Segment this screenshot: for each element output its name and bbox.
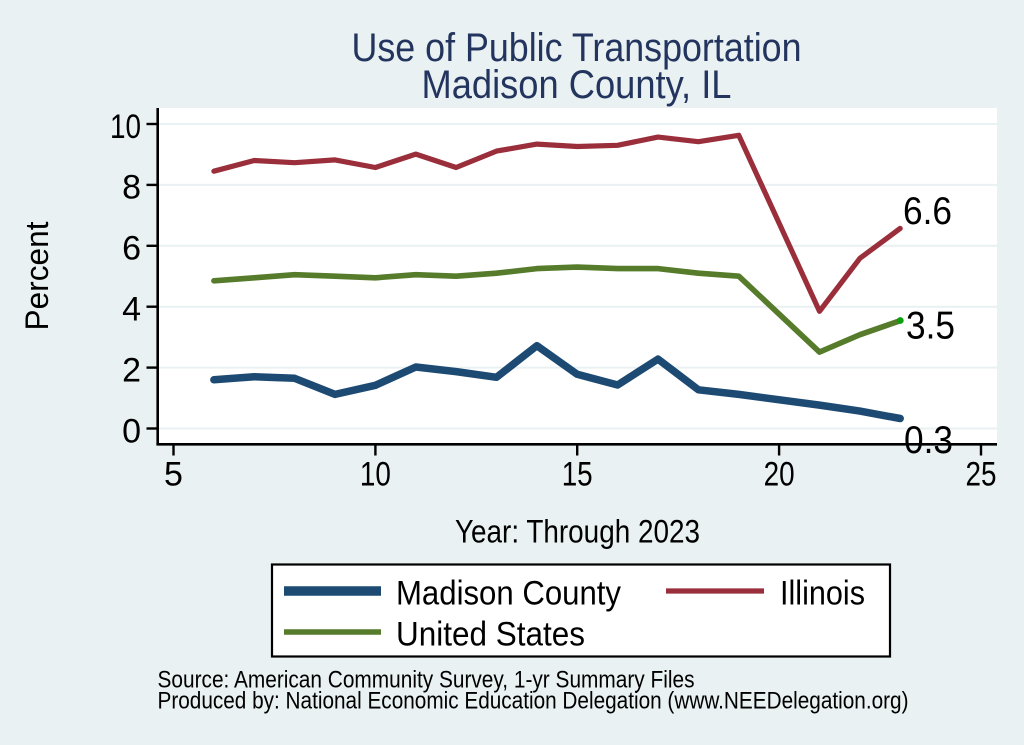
svg-text:5: 5 (164, 456, 183, 494)
svg-text:0.3: 0.3 (904, 419, 953, 462)
svg-text:United States: United States (396, 616, 585, 654)
svg-text:6.6: 6.6 (903, 190, 952, 233)
svg-text:3.5: 3.5 (906, 305, 955, 348)
svg-text:25: 25 (966, 456, 997, 494)
svg-text:6: 6 (122, 230, 141, 268)
svg-text:8: 8 (122, 169, 141, 207)
svg-text:Percent: Percent (19, 221, 55, 330)
svg-text:0: 0 (122, 412, 141, 450)
svg-text:Source: American Community Sur: Source: American Community Survey, 1-yr … (158, 667, 695, 694)
svg-text:Madison County, IL: Madison County, IL (422, 63, 732, 107)
svg-text:15: 15 (562, 456, 593, 494)
svg-text:Produced by: National Economic: Produced by: National Economic Education… (158, 688, 909, 715)
svg-text:Illinois: Illinois (780, 575, 865, 613)
svg-text:Use of Public Transportation: Use of Public Transportation (352, 26, 802, 70)
svg-text:Year: Through 2023: Year: Through 2023 (455, 514, 700, 550)
svg-text:Madison County: Madison County (396, 575, 621, 613)
svg-text:4: 4 (122, 291, 141, 329)
svg-text:10: 10 (360, 456, 391, 494)
svg-text:20: 20 (764, 456, 795, 494)
svg-text:2: 2 (122, 351, 141, 389)
svg-text:10: 10 (110, 108, 141, 146)
